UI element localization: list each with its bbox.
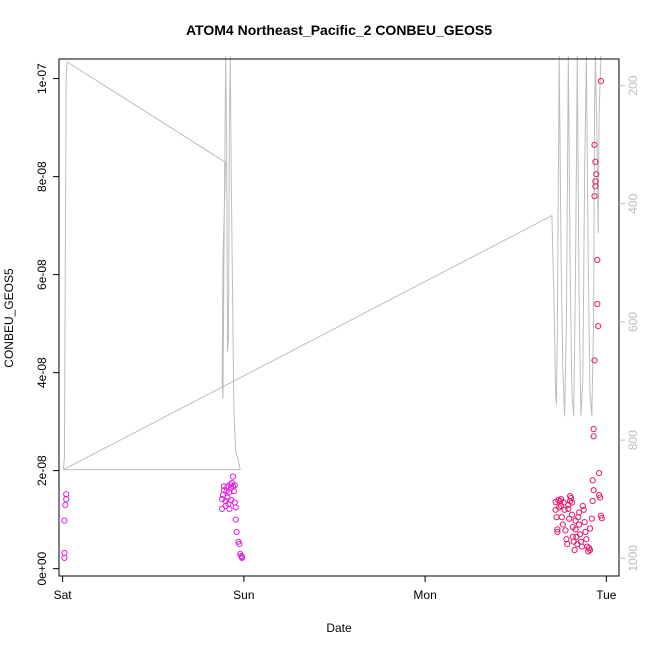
data-point-0-17 xyxy=(226,505,233,512)
y-axis: 0e+00 2e-08 4e-08 6e-08 8e-08 1e-07 xyxy=(35,63,59,586)
data-point-1-55 xyxy=(591,357,598,364)
data-point-1-70 xyxy=(597,78,605,85)
data-point-1-14 xyxy=(562,527,569,534)
data-point-1-4 xyxy=(554,528,561,536)
data-point-1-53 xyxy=(590,433,597,440)
data-point-0-1 xyxy=(61,549,68,557)
data-point-1-54 xyxy=(590,425,597,433)
data-point-1-50 xyxy=(589,497,596,505)
x-axis: Sat Sun Mon Tue xyxy=(54,576,617,602)
data-point-1-63 xyxy=(594,300,601,308)
data-point-1-69 xyxy=(598,515,605,522)
data-point-1-35 xyxy=(576,521,583,528)
x-axis-label: Date xyxy=(326,621,352,635)
data-point-1-2 xyxy=(553,514,560,521)
data-point-0-36 xyxy=(238,554,246,562)
data-point-1-15 xyxy=(563,536,570,543)
data-point-1-51 xyxy=(590,487,597,494)
data-point-1-10 xyxy=(558,514,566,521)
data-point-0-29 xyxy=(232,516,239,523)
data-point-1-64 xyxy=(595,323,602,330)
data-point-0-9 xyxy=(220,487,227,494)
data-point-1-47 xyxy=(586,546,594,554)
data-point-0-3 xyxy=(62,501,69,508)
y2-tick-label-0: 200 xyxy=(626,75,640,95)
x-tick-label-1: Sun xyxy=(233,588,254,602)
data-point-1-22 xyxy=(567,495,575,502)
data-point-1-24 xyxy=(568,511,576,518)
data-point-0-23 xyxy=(229,473,237,480)
data-point-1-12 xyxy=(560,499,567,506)
data-point-1-34 xyxy=(576,509,583,516)
data-point-1-6 xyxy=(556,504,563,511)
data-point-1-28 xyxy=(571,546,578,554)
data-point-1-36 xyxy=(576,531,584,538)
data-point-0-28 xyxy=(232,504,239,511)
data-point-1-41 xyxy=(581,519,588,526)
x-tick-label-3: Tue xyxy=(596,588,617,602)
data-point-1-39 xyxy=(579,502,586,509)
data-point-1-67 xyxy=(596,494,604,501)
data-point-0-7 xyxy=(219,496,226,503)
data-point-1-48 xyxy=(586,525,594,532)
y2-tick-label-1: 400 xyxy=(626,193,640,213)
y-tick-label-4: 8e-08 xyxy=(35,161,49,192)
data-point-1-38 xyxy=(578,543,585,550)
y-axis-label: CONBEU_GEOS5 xyxy=(2,268,16,368)
y-tick-label-3: 6e-08 xyxy=(35,259,49,290)
data-point-1-43 xyxy=(583,536,590,543)
data-point-1-42 xyxy=(582,528,589,536)
data-point-1-40 xyxy=(580,506,587,513)
data-point-1-56 xyxy=(591,193,598,200)
data-point-1-23 xyxy=(568,499,576,506)
y-tick-label-5: 1e-07 xyxy=(35,63,49,94)
y2-axis: 200 400 600 800 1000 xyxy=(619,75,640,572)
data-point-0-5 xyxy=(63,491,70,498)
altitude-line xyxy=(63,55,602,471)
data-point-1-17 xyxy=(565,505,572,512)
data-point-0-30 xyxy=(233,528,240,536)
y2-tick-label-2: 600 xyxy=(626,312,640,332)
data-point-0-2 xyxy=(61,517,68,524)
data-point-0-10 xyxy=(220,483,227,490)
data-points-layer xyxy=(61,78,605,562)
data-point-1-52 xyxy=(589,477,596,484)
data-point-1-13 xyxy=(561,506,568,513)
plot-frame xyxy=(58,58,620,577)
data-point-1-59 xyxy=(593,171,600,178)
data-point-0-25 xyxy=(230,488,237,495)
y2-tick-label-4: 1000 xyxy=(626,545,640,572)
y2-tick-label-3: 800 xyxy=(626,430,640,450)
data-point-0-32 xyxy=(236,541,243,548)
y-tick-label-1: 2e-08 xyxy=(35,455,49,486)
data-point-1-11 xyxy=(559,521,566,528)
data-point-1-30 xyxy=(572,526,579,533)
y-tick-label-2: 4e-08 xyxy=(35,357,49,388)
data-point-1-16 xyxy=(564,541,571,548)
data-point-1-3 xyxy=(554,526,561,533)
data-point-1-33 xyxy=(575,514,582,521)
data-point-1-58 xyxy=(592,178,599,185)
data-point-1-62 xyxy=(594,256,601,263)
data-point-1-65 xyxy=(596,470,603,477)
y-tick-label-0: 0e+00 xyxy=(35,551,49,585)
data-point-1-61 xyxy=(591,141,598,148)
altitude-trace-layer xyxy=(63,55,602,471)
data-point-1-60 xyxy=(592,158,599,165)
x-tick-label-0: Sat xyxy=(54,588,73,602)
x-tick-label-2: Mon xyxy=(413,588,436,602)
data-point-1-49 xyxy=(588,515,595,522)
data-point-1-45 xyxy=(585,548,592,555)
data-point-0-6 xyxy=(219,505,226,512)
data-point-0-26 xyxy=(231,482,238,489)
chart-title: ATOM4 Northeast_Pacific_2 CONBEU_GEOS5 xyxy=(186,22,492,38)
